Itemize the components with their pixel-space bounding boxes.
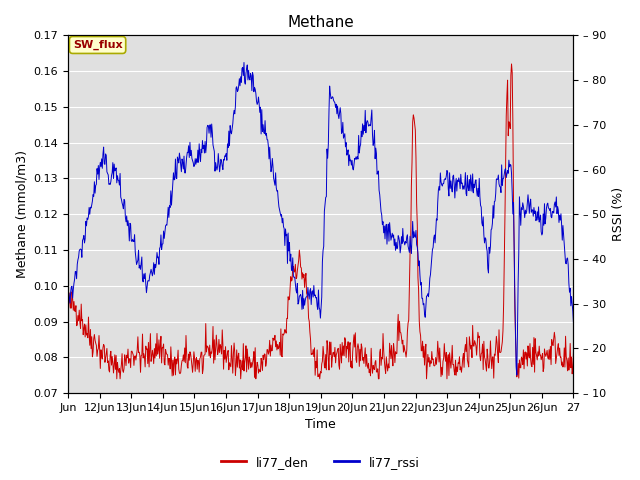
Line: li77_rssi: li77_rssi: [68, 62, 573, 375]
li77_rssi: [216, 162, 224, 168]
li77_rssi: [401, 239, 409, 244]
li77_den: [124, 346, 132, 352]
li77_rssi: [64, 310, 72, 315]
li77_rssi: [570, 321, 577, 326]
Legend: li77_den, li77_rssi: li77_den, li77_rssi: [216, 451, 424, 474]
Text: SW_flux: SW_flux: [73, 40, 122, 50]
Title: Methane: Methane: [287, 15, 354, 30]
li77_den: [401, 349, 409, 355]
li77_den: [508, 61, 515, 67]
li77_den: [261, 351, 269, 357]
li77_den: [217, 344, 225, 350]
li77_den: [64, 300, 72, 306]
li77_rssi: [261, 118, 269, 123]
li77_rssi: [242, 71, 250, 76]
X-axis label: Time: Time: [305, 419, 336, 432]
li77_den: [570, 349, 577, 355]
Y-axis label: Methane (mmol/m3): Methane (mmol/m3): [15, 150, 28, 278]
Line: li77_den: li77_den: [68, 64, 573, 379]
li77_den: [373, 369, 381, 375]
li77_rssi: [513, 372, 520, 378]
li77_rssi: [373, 171, 381, 177]
li77_rssi: [240, 60, 248, 65]
Y-axis label: RSSI (%): RSSI (%): [612, 187, 625, 241]
li77_den: [113, 376, 120, 382]
li77_rssi: [124, 223, 131, 228]
li77_den: [242, 343, 250, 348]
